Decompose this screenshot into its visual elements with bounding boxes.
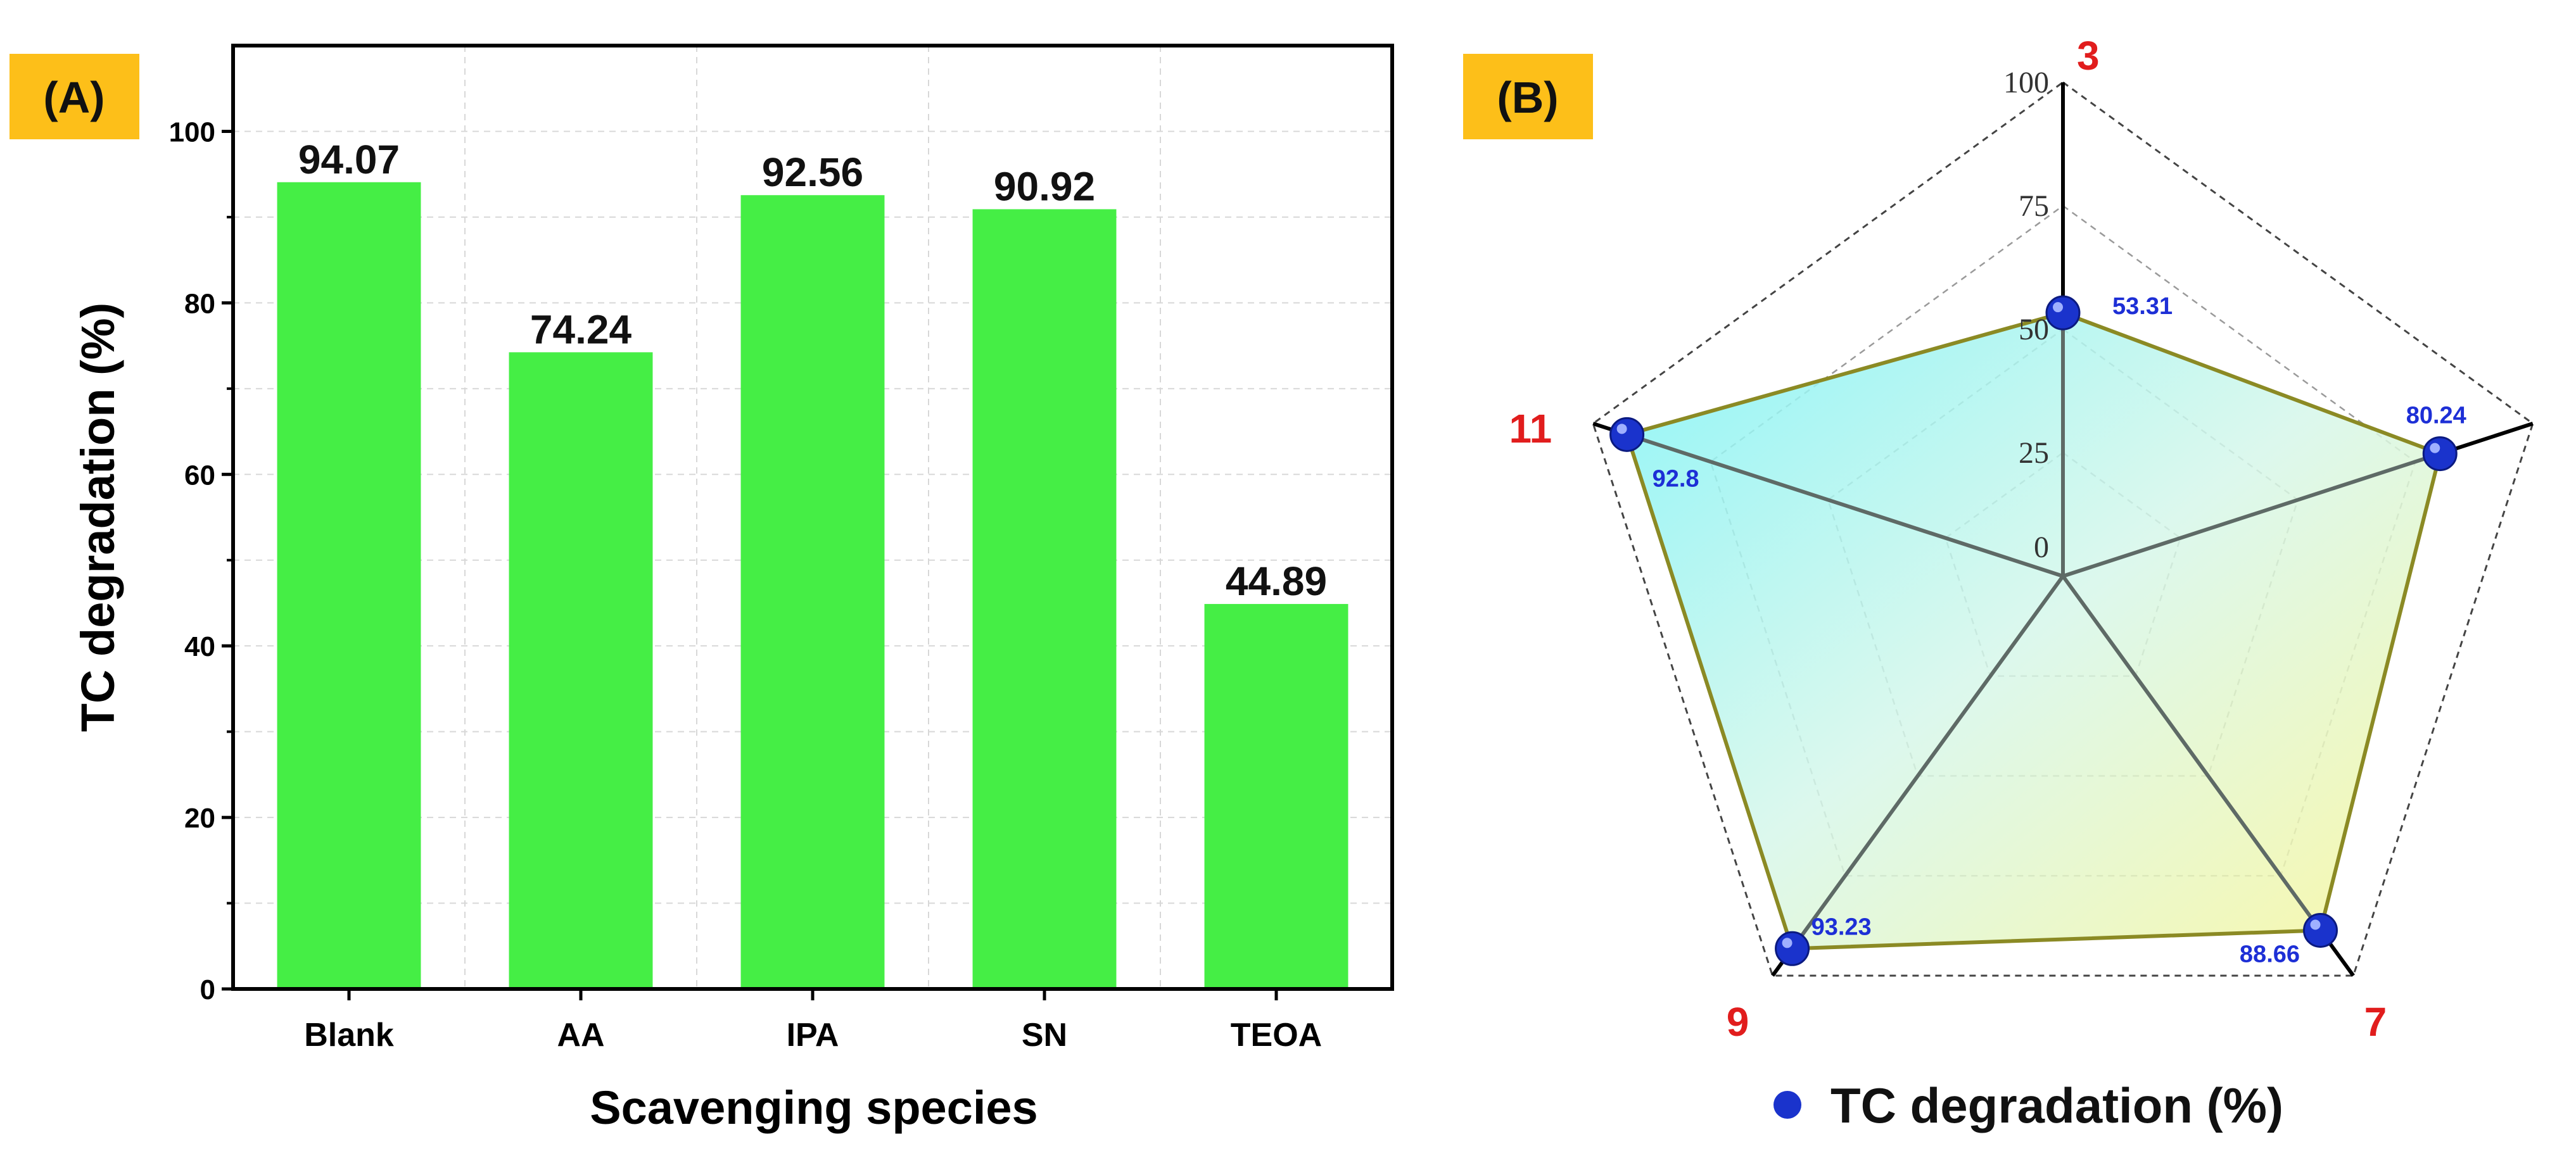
radar-tick-label: 50 [2019, 313, 2049, 346]
radar-point-11 [1609, 417, 1645, 452]
y-tick-label: 0 [200, 974, 215, 1005]
radar-tick-label: 100 [2003, 66, 2049, 99]
panel-a-label: (A) [43, 73, 105, 122]
radar-point-highlight [2053, 302, 2063, 313]
data-label: 92.56 [762, 149, 863, 195]
data-label: 74.24 [530, 306, 632, 352]
radar-spoke-inner [1791, 575, 2065, 950]
radar-data-polygon [1624, 311, 2442, 951]
y-axis-title: TC degradation (%) [72, 303, 124, 732]
data-labels: 94.07 74.24 92.56 90.92 44.89 [298, 137, 1327, 604]
bar-teoa [1204, 603, 1348, 989]
radar-category-3: 3 [2077, 33, 2100, 79]
radar-value-label: 80.24 [2406, 403, 2466, 429]
bar-aa [509, 352, 653, 989]
legend: TC degradation (%) [1773, 1078, 2283, 1133]
y-tick-label: 20 [184, 803, 215, 834]
panel-b-label: (B) [1497, 73, 1558, 122]
x-tick-label: AA [557, 1017, 604, 1054]
y-tick-label: 40 [184, 631, 215, 662]
bar-blank [277, 182, 421, 990]
x-axis-ticks: Blank AA IPA SN TEOA [304, 989, 1322, 1054]
y-tick-label: 60 [184, 460, 215, 491]
x-tick-label: TEOA [1231, 1017, 1322, 1054]
radar-area [1624, 311, 2442, 951]
legend-marker [1773, 1091, 1801, 1119]
panel-b-label-badge [1463, 54, 1593, 139]
radar-point-highlight [2310, 919, 2321, 930]
y-tick-label: 100 [169, 116, 215, 148]
radar-radial-ticks: 0 25 50 75 100 [2003, 66, 2049, 564]
radar-tick-label: 25 [2019, 436, 2049, 470]
bar-ipa [740, 195, 885, 990]
radar-category-9: 9 [1727, 999, 1749, 1045]
radar-data-points [1609, 295, 2458, 966]
radar-tick-label: 0 [2034, 531, 2049, 564]
radar-value-label: 88.66 [2240, 941, 2300, 967]
data-label: 94.07 [298, 137, 400, 182]
radar-spoke-inner [2061, 575, 2322, 932]
data-label: 44.89 [1226, 558, 1327, 604]
y-axis-ticks: 0 20 40 60 80 100 [169, 116, 233, 1005]
radar-point-9 [1775, 931, 1810, 966]
legend-label: TC degradation (%) [1830, 1078, 2283, 1133]
x-tick-label: Blank [304, 1017, 394, 1054]
radar-value-label: 53.31 [2112, 293, 2173, 320]
x-tick-label: SN [1022, 1017, 1067, 1054]
radar-tick-label: 75 [2019, 189, 2049, 223]
panel-a-label-badge [10, 54, 139, 139]
radar-category-labels: 357911 [1509, 33, 2387, 1045]
radar-spoke-inner [2062, 451, 2441, 578]
radar-value-label: 92.8 [1653, 465, 1699, 492]
radar-category-11: 11 [1509, 406, 1552, 451]
bar-sn [972, 209, 1117, 989]
bars [277, 182, 1348, 990]
radar-point-3 [2045, 295, 2081, 330]
radar-point-5 [2422, 436, 2458, 472]
panel-a-bar-chart: (A) 94.07 74.24 92.56 90.92 44.89 0 20 40 60 80 1… [10, 44, 1394, 1134]
radar-point-highlight [2430, 443, 2440, 453]
radar-category-7: 7 [2364, 999, 2387, 1045]
radar-spoke-inner [1626, 432, 2064, 578]
x-axis-title: Scavenging species [590, 1081, 1037, 1134]
data-label: 90.92 [994, 163, 1095, 209]
radar-point-highlight [1616, 424, 1627, 434]
radar-ring [1592, 81, 2534, 977]
x-tick-label: IPA [787, 1017, 839, 1054]
radar-point-highlight [1782, 938, 1792, 948]
radar-point-7 [2302, 912, 2338, 948]
radar-value-labels: 53.31 80.24 88.66 93.23 92.8 [1653, 293, 2466, 967]
radar-value-label: 93.23 [1811, 914, 1872, 940]
y-tick-label: 80 [184, 288, 215, 319]
